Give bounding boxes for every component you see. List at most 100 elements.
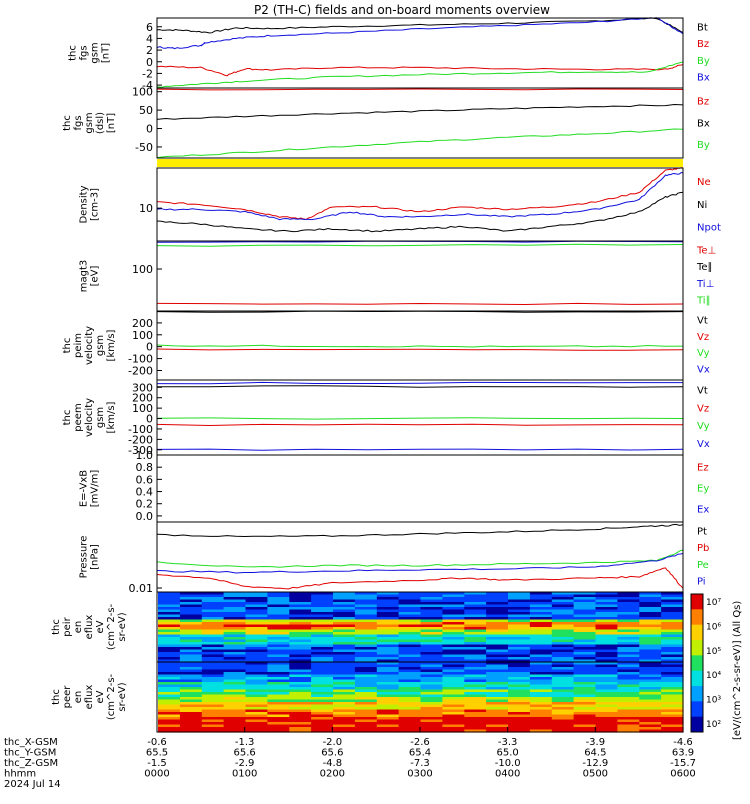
- spectrogram-cell: [617, 682, 640, 686]
- spectrogram-cell: [508, 629, 531, 633]
- spectrogram-cell: [661, 697, 684, 701]
- spectrogram-cell: [179, 659, 203, 663]
- spectrogram-cell: [354, 712, 378, 716]
- spectrogram-cell: [245, 652, 268, 656]
- spectrogram-cell: [333, 634, 356, 638]
- spectrogram-cell: [223, 719, 247, 723]
- spectrogram-cell: [661, 674, 684, 678]
- spectrogram-cell: [289, 682, 312, 686]
- spectrogram-cell: [376, 639, 400, 643]
- spectrogram-cell: [223, 592, 247, 596]
- spectrogram-cell: [442, 614, 465, 618]
- spectrogram-cell: [639, 677, 662, 681]
- spectrogram-cell: [420, 714, 443, 718]
- spectrogram-cell: [508, 687, 531, 691]
- spectrogram-cell: [267, 607, 290, 611]
- spectrogram-cell: [223, 649, 247, 653]
- spectrogram-cell: [464, 627, 487, 631]
- spectrogram-cell: [333, 594, 356, 598]
- spectrogram-cell: [529, 604, 553, 608]
- spectrogram-cell: [595, 644, 618, 648]
- spectrogram-cell: [442, 687, 465, 691]
- spectrogram-cell: [442, 652, 465, 656]
- spectrogram-cell: [661, 637, 684, 641]
- spectrogram-cell: [573, 679, 597, 683]
- spectrogram-cell: [442, 717, 465, 721]
- spectrogram-cell: [595, 624, 618, 628]
- spectrogram-cell: [354, 684, 378, 688]
- spectrogram-cell: [398, 634, 422, 638]
- spectrogram-cell: [661, 714, 684, 718]
- spectrogram-cell: [354, 682, 378, 686]
- spectrogram-cell: [639, 697, 662, 701]
- spectrogram-cell: [617, 597, 640, 601]
- spectrogram-cell: [201, 604, 225, 608]
- spectrogram-cell: [223, 699, 247, 703]
- spectrogram-cell: [179, 632, 203, 636]
- spectrogram-cell: [179, 687, 203, 691]
- spectrogram-cell: [573, 714, 597, 718]
- spectrogram-cell: [376, 722, 400, 726]
- spectrogram-cell: [595, 634, 618, 638]
- spectrogram-cell: [179, 669, 203, 673]
- spectrogram-cell: [398, 699, 422, 703]
- spectrogram-cell: [201, 687, 225, 691]
- spectrogram-cell: [333, 644, 356, 648]
- spectrogram-cell: [333, 694, 356, 698]
- spectrogram-cell: [617, 692, 640, 696]
- spectrogram-cell: [245, 647, 268, 651]
- spectrogram-cell: [661, 642, 684, 646]
- spectrogram-cell: [201, 659, 225, 663]
- spectrogram-cell: [464, 719, 487, 723]
- spectrogram-cell: [420, 679, 443, 683]
- spectrogram-cell: [464, 614, 487, 618]
- series-line-red: [156, 567, 684, 590]
- spectrogram-cell: [486, 714, 509, 718]
- x-tick-label: -7.3: [410, 758, 430, 769]
- spectrogram-cell: [639, 712, 662, 716]
- spectrogram-cell: [551, 654, 575, 658]
- spectrogram-cell: [529, 624, 553, 628]
- spectrogram-cell: [486, 619, 509, 623]
- spectrogram-cell: [354, 627, 378, 631]
- spectrogram-cell: [508, 624, 531, 628]
- spectrogram-cell: [420, 642, 443, 646]
- spectrogram-cell: [354, 657, 378, 661]
- spectrogram-cell: [595, 639, 618, 643]
- spectrogram-cell: [486, 652, 509, 656]
- spectrogram-cell: [595, 697, 618, 701]
- spectrogram-cell: [508, 662, 531, 666]
- spectrogram-cell: [179, 679, 203, 683]
- spectrogram-cell: [354, 669, 378, 673]
- spectrogram-cell: [464, 717, 487, 721]
- spectrogram-cell: [398, 637, 422, 641]
- spectrogram-cell: [508, 632, 531, 636]
- spectrogram-cell: [354, 699, 378, 703]
- spectrogram-cell: [442, 667, 465, 671]
- spectrogram-cell: [486, 727, 509, 731]
- spectrogram-cell: [617, 659, 640, 663]
- spectrogram-cell: [617, 667, 640, 671]
- spectrogram-cell: [486, 622, 509, 626]
- spectrogram-cell: [333, 639, 356, 643]
- spectrogram-cell: [398, 657, 422, 661]
- spectrogram-cell: [376, 679, 400, 683]
- x-tick-label: -10.0: [495, 758, 521, 769]
- spectrogram-cell: [573, 634, 597, 638]
- spectrogram-cell: [464, 679, 487, 683]
- spectrogram-cell: [311, 659, 334, 663]
- spectrogram-cell: [201, 714, 225, 718]
- spectrogram-cell: [551, 692, 575, 696]
- spectrogram-cell: [617, 607, 640, 611]
- spectrogram-cell: [201, 674, 225, 678]
- spectrogram-cell: [311, 684, 334, 688]
- spectrogram-cell: [464, 652, 487, 656]
- spectrogram-cell: [486, 724, 509, 728]
- spectrogram-cell: [311, 602, 334, 606]
- spectrogram-cell: [529, 619, 553, 623]
- spectrogram-cell: [223, 724, 247, 728]
- spectrogram-cell: [617, 622, 640, 626]
- spectrogram-cell: [551, 694, 575, 698]
- spectrogram-cell: [661, 717, 684, 721]
